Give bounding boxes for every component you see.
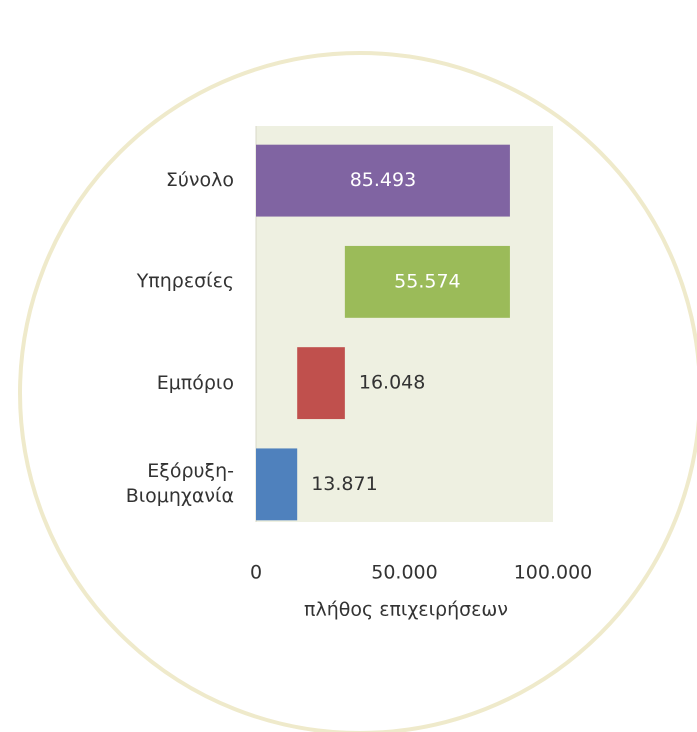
bar: [256, 144, 510, 217]
decor-circle: [18, 51, 697, 732]
value-label: 13.871: [311, 473, 377, 495]
x-tick-label: 0: [250, 562, 262, 584]
value-label: 55.574: [394, 270, 460, 292]
bar: [297, 347, 345, 420]
x-tick-label: 100.000: [514, 562, 593, 584]
y-tick-label: Εξόρυξη- Βιομηχανία: [125, 460, 234, 508]
x-tick-label: 50.000: [371, 562, 437, 584]
bar: [344, 245, 510, 318]
y-tick-label: Υπηρεσίες: [136, 270, 234, 293]
y-tick-label: Σύνολο: [165, 169, 234, 192]
value-label: 85.493: [350, 169, 416, 191]
bar: [256, 448, 298, 521]
x-axis-title: πλήθος επιχειρήσεων: [304, 599, 508, 621]
y-tick-label: Εμπόριο: [156, 371, 234, 394]
value-label: 16.048: [359, 372, 425, 394]
